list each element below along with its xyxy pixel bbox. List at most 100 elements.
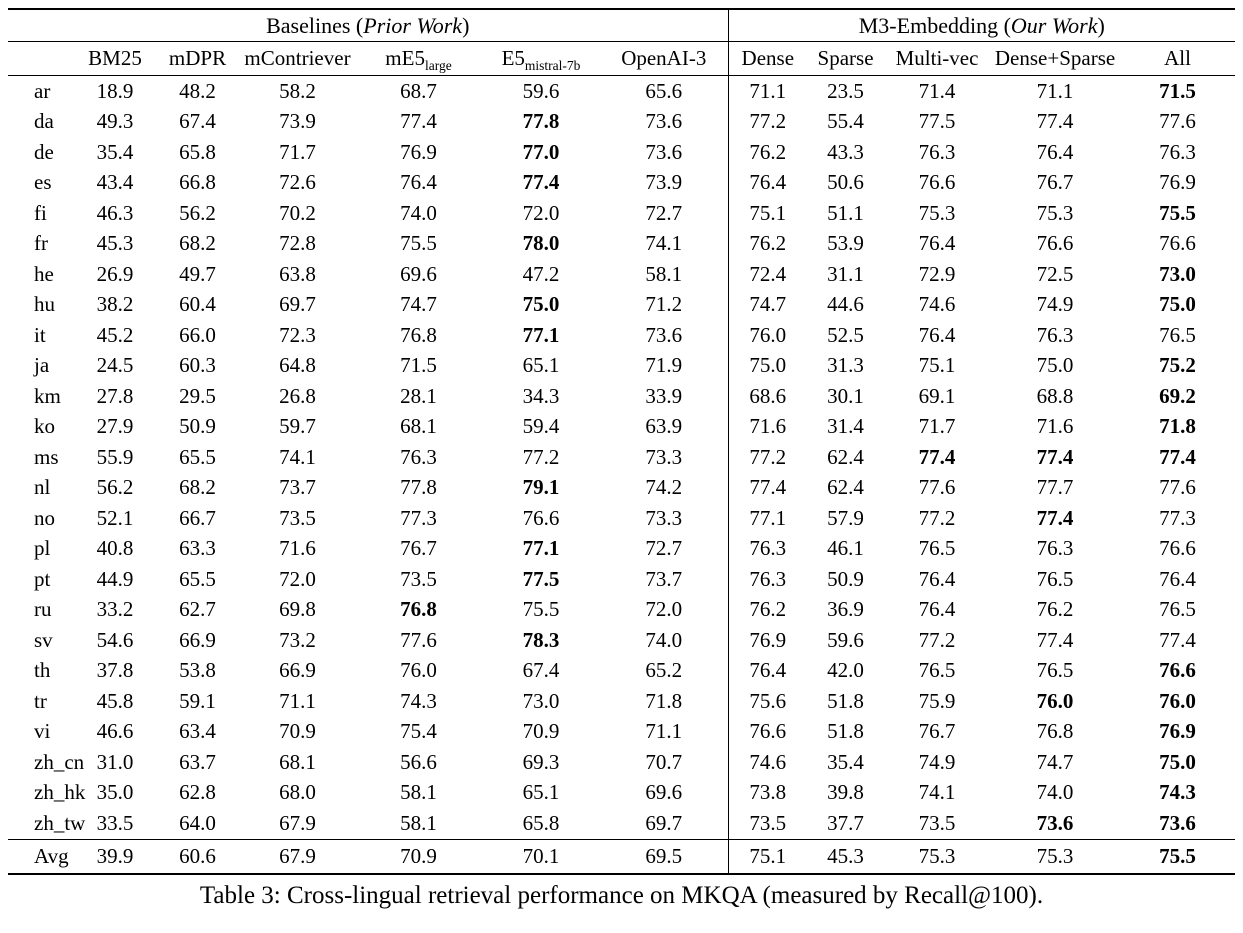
table-row: zh_hk 35.0 62.8 68.0 58.1 65.1 69.6 73.8 39.8 74.… xyxy=(8,777,1235,808)
table-cell: 71.6 xyxy=(279,536,316,561)
table-cell: 74.1 xyxy=(279,444,316,469)
table-cell: 72.4 xyxy=(727,259,808,290)
table-cell: 76.8 xyxy=(1036,719,1074,744)
row-label: tr xyxy=(34,688,47,713)
table-cell: 38.2 xyxy=(96,292,134,317)
table-cell: 72.6 xyxy=(279,170,316,195)
table-cell: 55.4 xyxy=(827,109,864,134)
table-cell: 34.3 xyxy=(522,383,560,408)
table-cell: 75.0 xyxy=(727,350,808,381)
table-cell: 73.6 xyxy=(645,109,683,134)
table-cell: 26.8 xyxy=(279,383,316,408)
table-cell: 72.3 xyxy=(279,322,316,347)
column-header: BM25 xyxy=(75,41,155,76)
row-label: hu xyxy=(34,292,55,317)
table-row: fr 45.3 68.2 72.8 75.5 78.0 74.1 76.2 53.9 76.4 76… xyxy=(8,228,1235,259)
table-cell: 71.6 xyxy=(1036,414,1074,439)
table-cell: 69.1 xyxy=(918,383,956,408)
row-label: nl xyxy=(34,475,51,500)
row-label: sv xyxy=(34,627,53,652)
row-label: fi xyxy=(34,200,47,225)
table-cell: 26.9 xyxy=(96,261,134,286)
table-cell: 71.5 xyxy=(400,353,437,378)
table-row: nl 56.2 68.2 73.7 77.8 79.1 74.2 77.4 62.4 77.6 77… xyxy=(8,472,1235,503)
group-label-close: ) xyxy=(462,12,470,38)
table-cell: 46.3 xyxy=(96,200,134,225)
table-cell: 77.1 xyxy=(727,503,808,534)
table-cell: 62.7 xyxy=(179,597,216,622)
table-cell: 68.2 xyxy=(179,231,216,256)
row-label: zh_cn xyxy=(34,749,85,774)
table-cell: 71.8 xyxy=(645,688,683,713)
table-cell: 77.2 xyxy=(727,442,808,473)
table-cell: 63.8 xyxy=(279,261,316,286)
table-row: no 52.1 66.7 73.5 77.3 76.6 73.3 77.1 57.9 77.2 77… xyxy=(8,503,1235,534)
table-cell: 77.4 xyxy=(1036,444,1074,469)
table-cell: 49.3 xyxy=(96,109,134,134)
table-cell: 72.7 xyxy=(645,200,683,225)
table-cell: 51.8 xyxy=(827,688,864,713)
table-cell: 69.5 xyxy=(600,838,729,874)
table-cell: 72.0 xyxy=(645,597,683,622)
table-cell: 66.7 xyxy=(179,505,216,530)
table-cell: 65.1 xyxy=(522,780,560,805)
table-cell: 52.5 xyxy=(827,322,864,347)
table-cell: 71.5 xyxy=(1159,78,1196,103)
table-cell: 29.5 xyxy=(179,383,216,408)
table-cell: 76.3 xyxy=(1159,139,1196,164)
group-header-m3-embedding: M3-Embedding (Our Work) xyxy=(727,9,1236,42)
table-cell: 68.2 xyxy=(179,475,216,500)
table-cell: 57.9 xyxy=(827,505,864,530)
table-cell: 76.2 xyxy=(727,228,808,259)
table-cell: 74.0 xyxy=(400,200,437,225)
table-cell: 73.6 xyxy=(1159,810,1196,835)
table-cell: 76.6 xyxy=(1159,231,1196,256)
table-cell: 77.0 xyxy=(522,139,560,164)
table-cell: 70.9 xyxy=(355,838,482,874)
table-cell: 27.9 xyxy=(96,414,134,439)
table-row: ja 24.5 60.3 64.8 71.5 65.1 71.9 75.0 31.3 75.1 75… xyxy=(8,350,1235,381)
table-cell: 68.1 xyxy=(279,749,316,774)
table-cell: 18.9 xyxy=(96,78,134,103)
table-cell: 76.3 xyxy=(1036,536,1074,561)
table-cell: 71.7 xyxy=(279,139,316,164)
table-cell: 69.6 xyxy=(400,261,437,286)
table-cell: 56.2 xyxy=(96,475,134,500)
table-cell: 67.4 xyxy=(179,109,216,134)
table-cell: 71.1 xyxy=(1036,78,1074,103)
table-cell: 77.2 xyxy=(522,444,560,469)
table-cell: 75.3 xyxy=(990,838,1121,874)
table-cell: 39.8 xyxy=(827,780,864,805)
table-cell: 72.0 xyxy=(279,566,316,591)
table-cell: 71.8 xyxy=(1159,414,1196,439)
table-row: fi 46.3 56.2 70.2 74.0 72.0 72.7 75.1 51.1 75.3 75… xyxy=(8,198,1235,229)
table-cell: 73.7 xyxy=(645,566,683,591)
table-cell: 76.3 xyxy=(727,564,808,595)
table-cell: 59.4 xyxy=(522,414,560,439)
group-label-plain: M3-Embedding ( xyxy=(858,12,1011,38)
row-label: de xyxy=(34,139,54,164)
table-cell: 76.3 xyxy=(918,139,956,164)
table-cell: 76.5 xyxy=(1036,566,1074,591)
table-row: pt 44.9 65.5 72.0 73.5 77.5 73.7 76.3 50.9 76.4 76… xyxy=(8,564,1235,595)
table-cell: 63.7 xyxy=(179,749,216,774)
table-cell: 65.5 xyxy=(179,566,216,591)
table-cell: 62.4 xyxy=(827,475,864,500)
row-label: zh_hk xyxy=(34,780,86,805)
table-cell: 66.9 xyxy=(279,658,316,683)
table-cell: 77.4 xyxy=(1159,444,1196,469)
table-row: th 37.8 53.8 66.9 76.0 67.4 65.2 76.4 42.0 76.5 76… xyxy=(8,655,1235,686)
table-cell: 73.2 xyxy=(279,627,316,652)
table-cell: 62.4 xyxy=(827,444,864,469)
table-cell: 46.6 xyxy=(96,719,134,744)
table-cell: 76.0 xyxy=(1159,688,1196,713)
table-cell: 75.0 xyxy=(1159,749,1196,774)
group-label-italic: Our Work xyxy=(1010,12,1098,38)
table-cell: 73.8 xyxy=(727,777,808,808)
table-cell: 72.7 xyxy=(645,536,683,561)
table-cell: 75.5 xyxy=(522,597,560,622)
table-cell: 77.3 xyxy=(400,505,437,530)
avg-row: Avg 39.9 60.6 67.9 70.9 70.1 69.5 75.1 45.3 75.3 7… xyxy=(8,838,1236,874)
table-cell: 24.5 xyxy=(96,353,134,378)
group-label-close: ) xyxy=(1097,12,1105,38)
